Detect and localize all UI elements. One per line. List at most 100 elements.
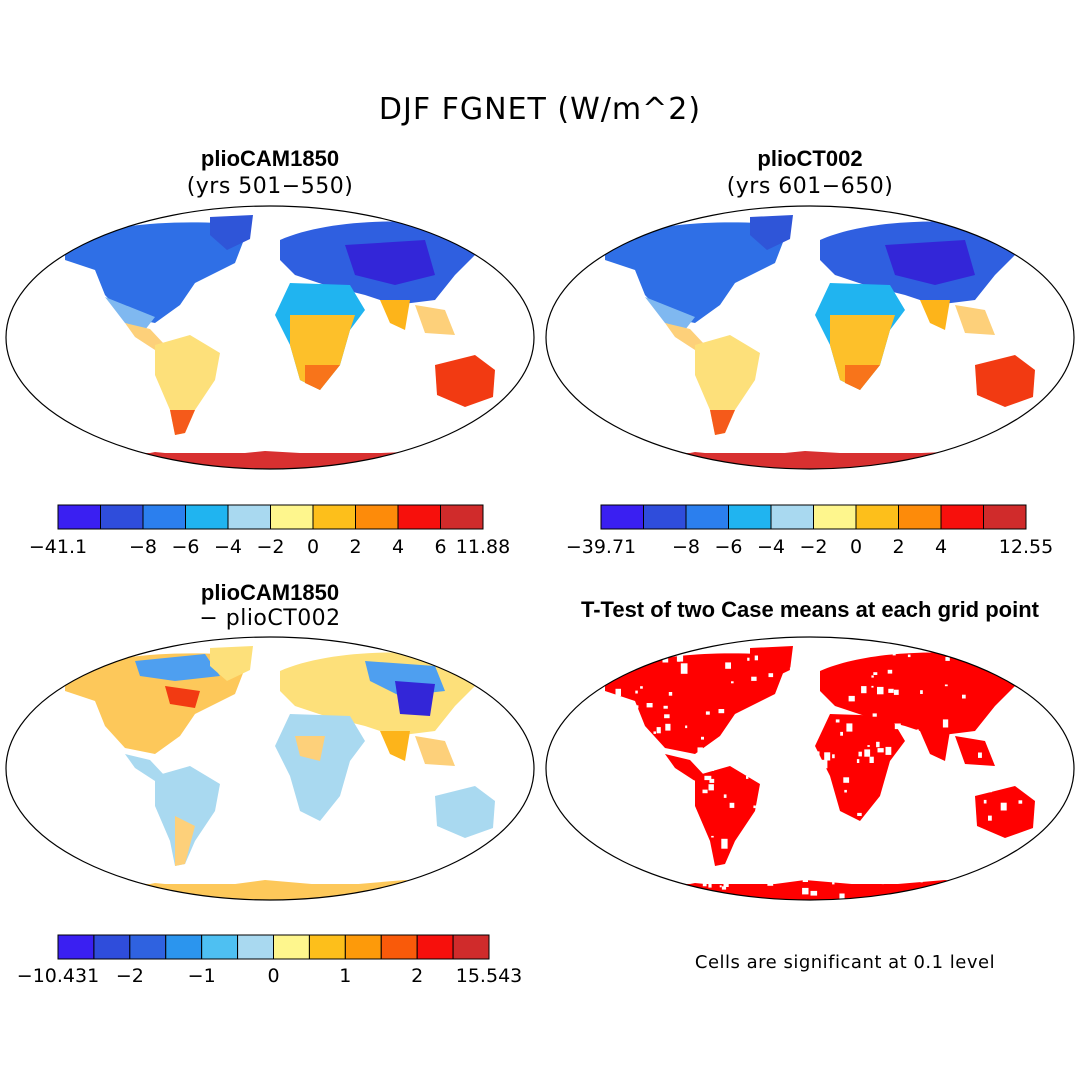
colorbar-swatch <box>728 504 772 530</box>
nonsignificant-cell <box>975 790 980 794</box>
nonsignificant-cell <box>986 662 992 667</box>
colorbar-label: 0 <box>849 536 863 558</box>
nonsignificant-cell <box>691 780 695 783</box>
nonsignificant-cell <box>776 717 782 721</box>
nonsignificant-cell <box>635 690 638 694</box>
nonsignificant-cell <box>896 878 899 883</box>
nonsignificant-cell <box>839 893 845 900</box>
nonsignificant-cell <box>656 858 663 867</box>
panel3-map-content <box>6 637 534 900</box>
panel3-colorbar-labels: −10.431 −2 −1 0 1 2 15.543 <box>17 965 522 989</box>
nonsignificant-cell <box>734 745 742 754</box>
nonsignificant-cell <box>731 681 734 684</box>
nonsignificant-cell <box>844 789 847 793</box>
nonsignificant-cell <box>885 746 892 755</box>
nonsignificant-cell <box>626 737 631 744</box>
nonsignificant-cell <box>892 651 896 656</box>
nonsignificant-cell <box>988 815 992 821</box>
nonsignificant-cell <box>947 820 950 824</box>
nonsignificant-cell <box>966 884 971 890</box>
nonsignificant-cell <box>864 749 871 757</box>
colorbar-label: 15.543 <box>455 965 523 987</box>
colorbar-label: −4 <box>756 536 786 558</box>
nonsignificant-cell <box>857 812 862 816</box>
colorbar-label: −10.431 <box>16 965 100 987</box>
nonsignificant-cell <box>964 834 970 841</box>
significance-footnote: Cells are significant at 0.1 level <box>694 952 996 973</box>
nonsignificant-cell <box>978 752 982 758</box>
nonsignificant-cell <box>809 828 813 834</box>
nonsignificant-cell <box>793 856 798 861</box>
nonsignificant-cell <box>804 712 811 718</box>
panel1-colorbar <box>57 504 484 530</box>
nonsignificant-cell <box>756 736 759 741</box>
nonsignificant-cell <box>685 725 688 729</box>
colorbar-swatch <box>237 934 274 960</box>
nonsignificant-cell <box>791 815 798 826</box>
nonsignificant-cell <box>719 885 722 888</box>
nonsignificant-cell <box>658 845 666 851</box>
nonsignificant-cell <box>907 654 911 658</box>
nonsignificant-cell <box>970 658 973 662</box>
colorbar-swatch <box>100 504 144 530</box>
nonsignificant-cell <box>775 865 782 873</box>
nonsignificant-cell <box>1024 694 1027 697</box>
panel3-subtitle: − plioCT002 <box>199 606 341 631</box>
nonsignificant-cell <box>678 892 683 896</box>
nonsignificant-cell <box>861 686 867 694</box>
colorbar-swatch <box>57 504 101 530</box>
nonsignificant-cell <box>987 735 991 739</box>
nonsignificant-cell <box>871 675 874 678</box>
nonsignificant-cell <box>869 756 874 763</box>
nonsignificant-cell <box>739 851 744 856</box>
colorbar-swatch <box>201 934 239 960</box>
nonsignificant-cell <box>795 775 798 779</box>
nonsignificant-cell <box>810 811 815 816</box>
nonsignificant-cell <box>835 719 840 723</box>
colorbar-swatch <box>983 504 1027 530</box>
nonsignificant-cell <box>610 711 614 714</box>
nonsignificant-cell <box>1013 836 1017 839</box>
nonsignificant-cell <box>753 805 756 809</box>
nonsignificant-cell <box>678 846 683 852</box>
nonsignificant-cell <box>815 751 820 759</box>
nonsignificant-cell <box>776 720 778 723</box>
nonsignificant-cell <box>1023 671 1030 676</box>
colorbar-label: 2 <box>411 965 424 987</box>
colorbar-label: 1 <box>339 965 352 987</box>
colorbar-label: −8 <box>671 536 701 558</box>
nonsignificant-cell <box>1013 725 1020 734</box>
nonsignificant-cell <box>662 828 668 837</box>
nonsignificant-cell <box>656 727 661 734</box>
nonsignificant-cells <box>605 651 1039 900</box>
nonsignificant-cell <box>810 752 813 756</box>
nonsignificant-cell <box>887 669 893 674</box>
panel1-map <box>5 205 535 470</box>
nonsignificant-cell <box>714 767 717 770</box>
nonsignificant-cell <box>799 832 803 838</box>
nonsignificant-cell <box>725 662 731 669</box>
nonsignificant-cell <box>1013 651 1018 655</box>
colorbar-swatch <box>344 934 382 960</box>
nonsignificant-cell <box>980 852 985 859</box>
nonsignificant-cell <box>832 754 835 759</box>
nonsignificant-cell <box>798 862 803 866</box>
colorbar-swatch <box>57 934 95 960</box>
nonsignificant-cell <box>613 726 619 731</box>
colorbar-label: −2 <box>799 536 828 558</box>
nonsignificant-cell <box>817 663 821 668</box>
nonsignificant-cell <box>846 723 853 732</box>
colorbar-label: 11.88 <box>455 536 511 558</box>
panel1-title: plioCAM1850 <box>200 146 340 171</box>
colorbar-label: 12.55 <box>998 536 1054 558</box>
nonsignificant-cell <box>676 651 684 662</box>
nonsignificant-cell <box>888 688 894 693</box>
nonsignificant-cell <box>986 883 991 890</box>
nonsignificant-cell <box>916 729 919 732</box>
nonsignificant-cell <box>920 879 923 883</box>
nonsignificant-cell <box>983 799 987 804</box>
colorbar-label: −6 <box>171 536 200 558</box>
colorbar-swatch <box>643 504 687 530</box>
nonsignificant-cell <box>729 802 735 808</box>
nonsignificant-cell <box>815 788 819 791</box>
